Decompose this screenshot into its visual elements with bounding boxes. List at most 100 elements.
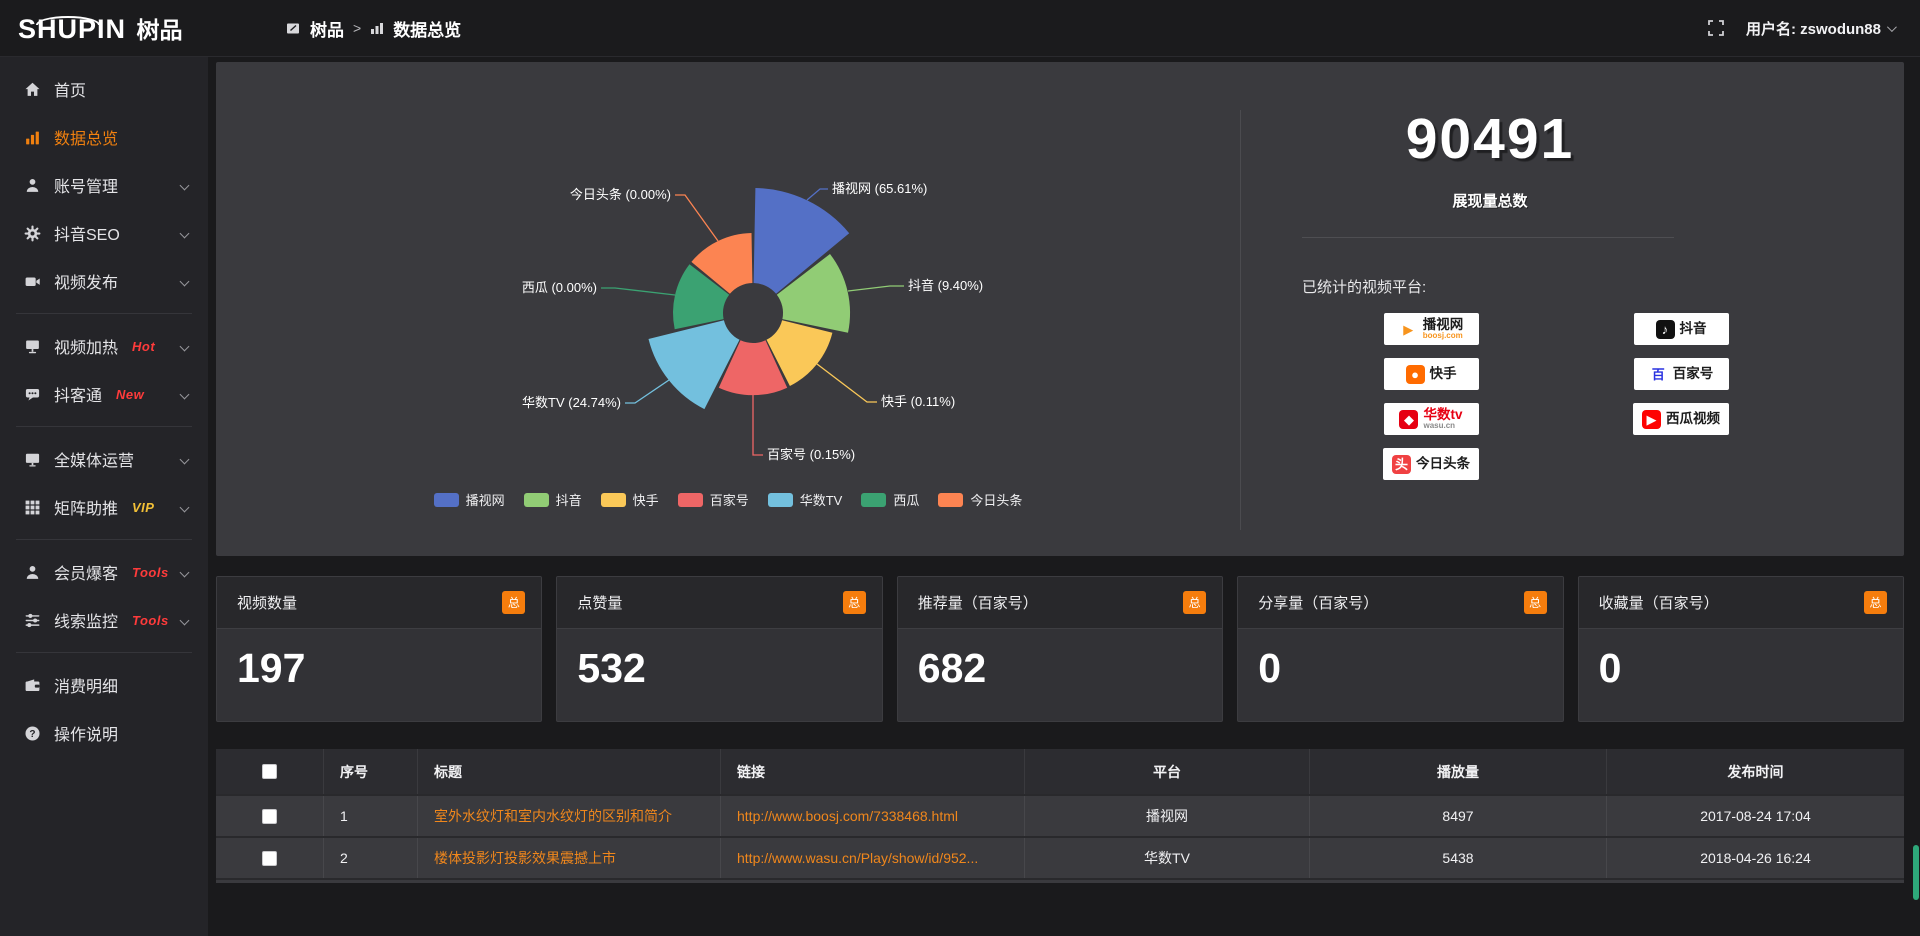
col-header-link: 链接 <box>721 749 1025 794</box>
grid-icon <box>24 499 41 516</box>
label-leader-line <box>816 363 877 403</box>
chat-bubble-icon <box>24 386 41 403</box>
select-all-checkbox[interactable] <box>262 764 277 779</box>
sidebar-divider <box>16 426 192 427</box>
summary-divider <box>1302 237 1674 238</box>
pie-slice-华数TV[interactable] <box>648 320 740 410</box>
legend-item[interactable]: 今日头条 <box>938 490 1022 509</box>
sidebar-item-douyin-seo[interactable]: 抖音SEO <box>0 209 208 257</box>
cell-platform: 播视网 <box>1025 796 1310 836</box>
svg-text:?: ? <box>29 728 35 739</box>
sidebar-item-operation-guide[interactable]: ? 操作说明 <box>0 709 208 757</box>
legend-item[interactable]: 快手 <box>600 490 659 509</box>
scrollbar-thumb[interactable] <box>1913 845 1919 900</box>
cell-plays: 5438 <box>1310 838 1607 878</box>
pie-slice-label: 今日头条 (0.00%) <box>570 187 671 202</box>
label-leader-line <box>752 395 763 456</box>
card-value: 0 <box>1258 645 1281 691</box>
douyin-logo: ♪ 抖音 <box>1633 313 1729 345</box>
total-badge[interactable]: 总 <box>1523 591 1547 614</box>
row-checkbox[interactable] <box>262 850 277 866</box>
cell-title-link[interactable]: 楼体投影灯投影效果震撼上市 <box>418 838 721 878</box>
pie-slice-西瓜[interactable] <box>673 264 730 330</box>
total-badge[interactable]: 总 <box>1863 591 1887 614</box>
stat-card-shares: 分享量（百家号） 总 0 <box>1237 576 1564 722</box>
cell-plays: 8497 <box>1310 796 1607 836</box>
legend-swatch <box>600 492 626 507</box>
pie-slice-label: 播视网 (65.61%) <box>832 181 927 196</box>
breadcrumb: 树品 > 数据总览 <box>286 16 461 41</box>
rose-chart[interactable]: 播视网 (65.61%) 抖音 (9.40%) 快手 (0.11%) 百家号 (0.1… <box>216 62 1240 556</box>
card-value: 0 <box>1598 645 1622 691</box>
stat-card-recommendations: 推荐量（百家号） 总 682 <box>896 576 1224 722</box>
tools-tag: Tools <box>132 564 169 580</box>
sidebar-item-account-management[interactable]: 账号管理 <box>0 161 208 209</box>
cell-published: 2018-04-26 16:24 <box>1700 850 1811 866</box>
breadcrumb-root[interactable]: 树品 <box>310 20 344 40</box>
platforms-grid: ▶ 播视网 boosj.com ♪ 抖音 ● 快手 百 百家号 ◆ 华数tv w <box>1306 313 1806 480</box>
pie-slice-播视网[interactable] <box>753 188 850 294</box>
cell-no: 2 <box>324 838 418 878</box>
row-checkbox[interactable] <box>262 808 277 824</box>
chart-legend: 播视网 抖音 快手 百家号 华数TV 西瓜 今日头条 <box>216 490 1240 509</box>
legend-swatch <box>523 492 549 507</box>
cell-title-link[interactable]: 室外水纹灯和室内水纹灯的区别和简介 <box>418 796 721 836</box>
cell-url-link[interactable]: http://www.boosj.com/7338468.html <box>721 796 1025 836</box>
chevron-down-icon <box>179 502 190 512</box>
rose-chart-area: 播视网 (65.61%) 抖音 (9.40%) 快手 (0.11%) 百家号 (0.1… <box>216 62 1240 556</box>
sidebar-item-lead-monitoring[interactable]: 线索监控 Tools <box>0 596 208 644</box>
sidebar-item-home[interactable]: 首页 <box>0 65 208 113</box>
chevron-down-icon <box>179 615 190 625</box>
total-badge[interactable]: 总 <box>502 591 526 614</box>
cell-url-link[interactable]: http://www.wasu.cn/Play/show/id/952... <box>721 838 1025 878</box>
legend-item[interactable]: 华数TV <box>767 490 842 509</box>
douyin-icon: ♪ <box>1655 319 1675 339</box>
legend-item[interactable]: 抖音 <box>523 490 582 509</box>
kuaishou-icon: ● <box>1405 364 1425 384</box>
sidebar-item-doukoutong[interactable]: 抖客通 New <box>0 370 208 418</box>
sidebar-item-omni-media-operation[interactable]: 全媒体运营 <box>0 435 208 483</box>
legend-item[interactable]: 西瓜 <box>861 490 919 509</box>
chevron-down-icon <box>179 567 190 577</box>
label-leader-line <box>625 379 670 404</box>
fullscreen-icon[interactable] <box>1708 20 1724 36</box>
table-header-row: 序号 标题 链接 平台 播放量 发布时间 <box>216 749 1904 794</box>
legend-item[interactable]: 百家号 <box>677 490 749 509</box>
table-row: 2 楼体投影灯投影效果震撼上市 http://www.wasu.cn/Play/… <box>216 836 1904 878</box>
pie-slice-抖音[interactable] <box>776 254 851 333</box>
app-logo[interactable]: SHUPIN 树品 <box>0 11 232 45</box>
sidebar-item-video-publish[interactable]: 视频发布 <box>0 257 208 305</box>
sidebar-item-member-baoke[interactable]: 会员爆客 Tools <box>0 548 208 596</box>
cell-published: 2017-08-24 17:04 <box>1700 808 1811 824</box>
cell-no: 1 <box>324 796 418 836</box>
logo-text-cn: 树品 <box>136 17 183 43</box>
legend-item[interactable]: 播视网 <box>433 490 505 509</box>
sidebar-item-consumption-details[interactable]: 消费明细 <box>0 661 208 709</box>
legend-swatch <box>938 492 964 507</box>
chevron-down-icon <box>1886 21 1897 32</box>
wallet-icon <box>24 677 41 694</box>
new-tag: New <box>116 386 145 402</box>
pie-slice-label: 抖音 (9.40%) <box>908 278 983 293</box>
toutiao-logo: 头 今日头条 <box>1383 448 1479 480</box>
total-badge[interactable]: 总 <box>842 591 866 614</box>
sidebar-item-video-heating[interactable]: 视频加热 Hot <box>0 322 208 370</box>
sidebar-item-matrix-boost[interactable]: 矩阵助推 VIP <box>0 483 208 531</box>
boosj-icon: ▶ <box>1398 319 1418 339</box>
pie-slice-今日头条[interactable] <box>691 233 753 294</box>
home-icon <box>24 81 41 98</box>
col-header-title: 标题 <box>418 749 721 794</box>
legend-swatch <box>861 492 887 507</box>
label-leader-line <box>601 287 676 296</box>
wasu-icon: ◆ <box>1399 409 1419 429</box>
video-table: 序号 标题 链接 平台 播放量 发布时间 1 室外水纹灯和室内水纹灯的区别和简介… <box>216 749 1904 883</box>
sidebar-divider <box>16 313 192 314</box>
sidebar-item-data-overview[interactable]: 数据总览 <box>0 113 208 161</box>
pie-slice-label: 西瓜 (0.00%) <box>522 280 597 295</box>
user-menu[interactable]: 用户名: zswodun88 <box>1746 18 1897 39</box>
pie-slice-百家号[interactable] <box>718 340 788 396</box>
bar-chart-icon <box>24 129 41 146</box>
card-title: 视频数量 <box>237 595 298 612</box>
total-badge[interactable]: 总 <box>1183 591 1207 614</box>
pie-slice-快手[interactable] <box>766 320 833 386</box>
